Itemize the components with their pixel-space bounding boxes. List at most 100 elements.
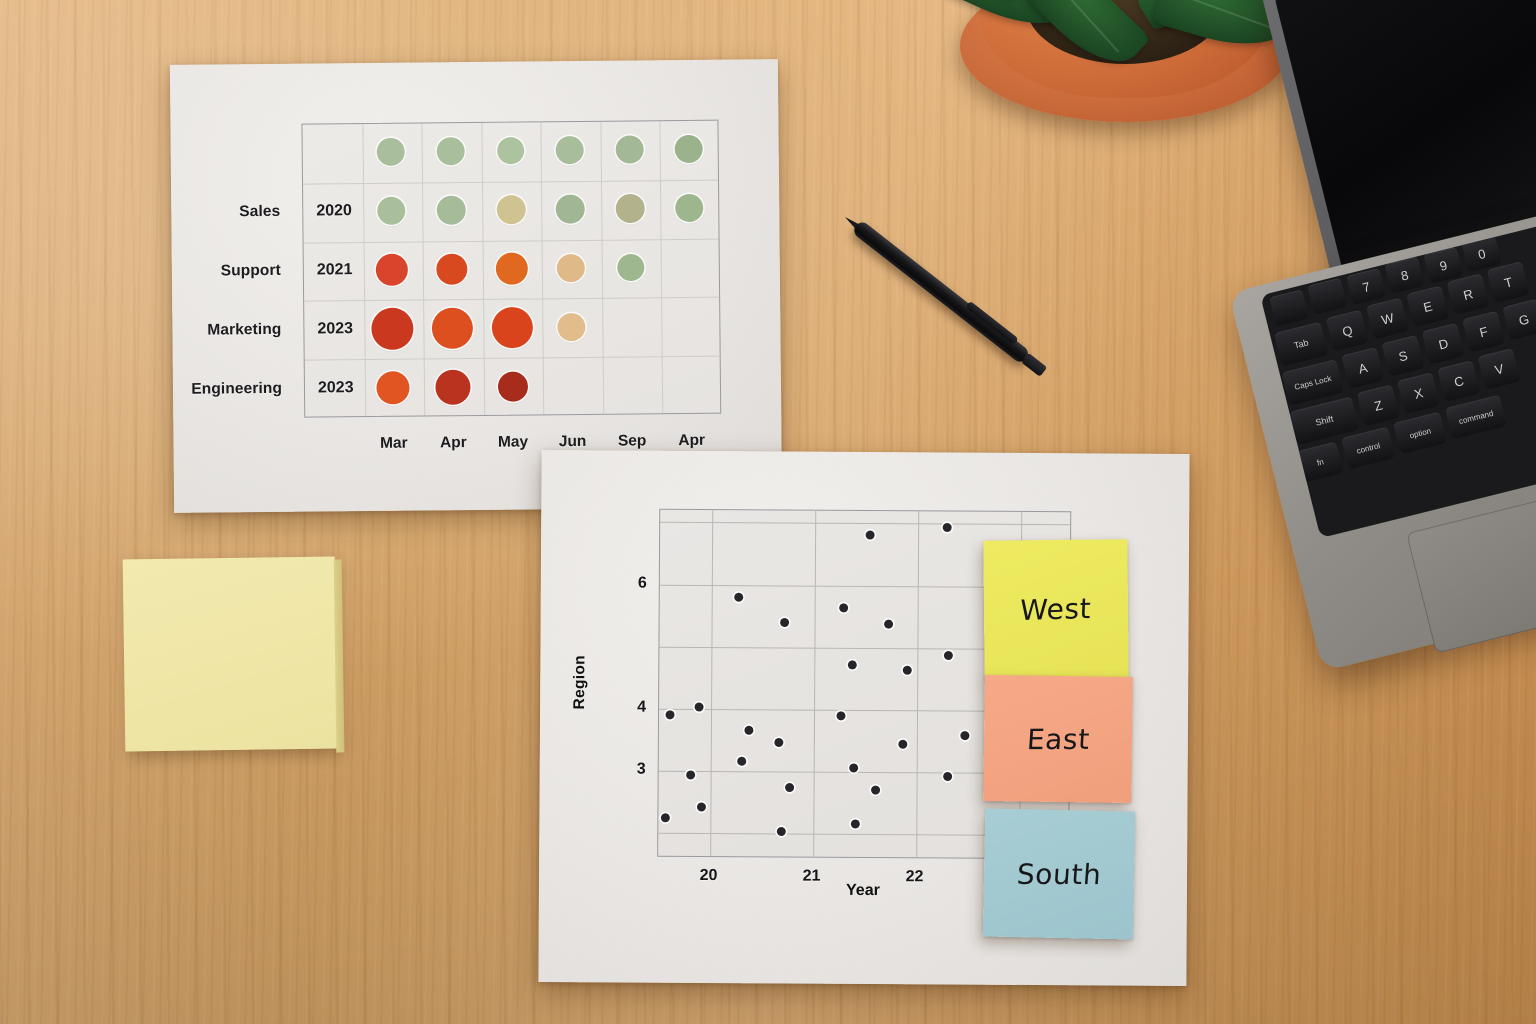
scatter-gridline-vertical: [915, 511, 919, 858]
scatter-gridline-horizontal: [660, 522, 1071, 526]
y-axis-tick-label: 3: [636, 760, 646, 778]
potted-plant: [930, 0, 1330, 234]
key-t[interactable]: T: [1486, 261, 1530, 303]
bubble-marker: [491, 306, 533, 349]
scatter-point: [773, 737, 783, 748]
bubble-row-label: Sales: [239, 203, 281, 221]
key-tab[interactable]: Tab: [1273, 321, 1329, 367]
scatter-point: [850, 819, 860, 829]
bubble-row-year: 2020: [316, 202, 352, 220]
scatter-gridline-vertical: [812, 510, 816, 857]
bubble-row-year: 2021: [316, 261, 353, 279]
scatter-gridline-vertical: [709, 510, 713, 857]
x-axis-tick-label: 21: [802, 867, 821, 885]
bubble-marker: [496, 137, 524, 165]
bubble-marker: [556, 253, 586, 283]
scatter-point: [883, 619, 893, 630]
scatter-point: [697, 802, 707, 812]
blank-sticky-note-pad[interactable]: [122, 556, 338, 752]
bubble-marker: [495, 252, 528, 285]
key-w[interactable]: W: [1365, 297, 1410, 340]
scatter-point: [903, 666, 913, 676]
key-8[interactable]: 8: [1384, 256, 1425, 294]
key-f[interactable]: F: [1461, 310, 1506, 353]
key-7[interactable]: 7: [1346, 267, 1387, 306]
bubble-row-year: 2023: [317, 319, 354, 338]
bubble-marker: [555, 194, 585, 224]
bubble-matrix-chart-paper[interactable]: Sales Support Marketing Engineering 2020 2021…: [169, 59, 783, 513]
bubble-row-label: Marketing: [207, 320, 282, 339]
bubble-marker: [436, 195, 466, 226]
y-axis-tick-label: 6: [637, 574, 647, 592]
key-control[interactable]: control: [1341, 426, 1396, 470]
sticky-note-west[interactable]: West: [983, 539, 1129, 679]
bubble-marker: [377, 196, 406, 226]
key-g[interactable]: G: [1502, 298, 1536, 341]
scatter-point: [960, 731, 970, 741]
scatter-point: [737, 756, 747, 766]
key-6[interactable]: [1307, 277, 1348, 315]
key-caps-lock[interactable]: Caps Lock: [1281, 359, 1345, 406]
key-e[interactable]: E: [1406, 285, 1450, 328]
scatter-point: [665, 710, 675, 720]
bubble-marker: [497, 371, 528, 402]
bubble-column-label: Apr: [439, 434, 467, 452]
sticky-note-south-label: South: [1015, 857, 1103, 891]
key-z[interactable]: Z: [1356, 384, 1400, 427]
scatter-point: [744, 725, 754, 735]
bubble-marker: [616, 253, 645, 282]
bubble-matrix-chart: Sales Support Marketing Engineering 2020 2021…: [170, 59, 782, 513]
sticky-note-south[interactable]: South: [982, 808, 1136, 940]
key-r[interactable]: R: [1446, 273, 1490, 316]
scatter-point: [847, 660, 857, 670]
bubble-marker: [555, 136, 584, 165]
key-s[interactable]: S: [1381, 334, 1425, 377]
bubble-row-year: 2023: [317, 378, 354, 397]
sticky-note-east[interactable]: East: [983, 674, 1133, 804]
scatter-point: [836, 711, 846, 721]
key-option[interactable]: option: [1393, 411, 1448, 455]
bubble-column-label: Mar: [379, 434, 408, 452]
key-command[interactable]: command: [1444, 394, 1508, 440]
key-backtick[interactable]: [1268, 289, 1310, 327]
scatter-point: [848, 763, 858, 773]
scatter-point: [898, 739, 908, 749]
bubble-marker: [376, 138, 406, 167]
bubble-gridline-vertical: [540, 122, 545, 415]
key-c[interactable]: C: [1437, 360, 1481, 402]
bubble-column-label: May: [497, 433, 529, 451]
bubble-gridline-horizontal: [304, 297, 720, 303]
scatter-point: [839, 603, 849, 613]
bubble-marker: [436, 253, 468, 285]
key-d[interactable]: D: [1421, 322, 1465, 365]
bubble-row-label: Engineering: [191, 379, 283, 398]
key-x[interactable]: X: [1396, 372, 1441, 414]
scatter-point: [734, 592, 744, 602]
bubble-gridline-vertical: [481, 122, 485, 415]
key-a[interactable]: A: [1341, 347, 1385, 389]
bubble-column-label: Sep: [617, 432, 647, 450]
bubble-gridline-horizontal: [303, 238, 719, 244]
key-v[interactable]: V: [1477, 348, 1521, 390]
y-axis-tick-label: 4: [637, 698, 647, 716]
bubble-row-label: Support: [220, 261, 281, 280]
bubble-marker: [557, 312, 586, 342]
sticky-note-west-label: West: [1019, 591, 1093, 627]
scatter-point: [661, 813, 671, 823]
scatter-point: [694, 702, 704, 712]
bubble-marker: [615, 135, 644, 165]
y-axis-title: Region: [571, 655, 589, 710]
scatter-point: [865, 530, 875, 540]
bubble-marker: [376, 370, 410, 405]
scatter-point: [779, 618, 789, 628]
bubble-marker: [615, 194, 645, 224]
bubble-column-label: Apr: [678, 431, 706, 450]
bubble-gridline-vertical: [659, 121, 664, 414]
sticky-note-east-label: East: [1025, 722, 1091, 756]
bubble-marker: [436, 137, 465, 166]
scatter-point: [686, 770, 696, 780]
bubble-marker: [496, 195, 526, 225]
x-axis-tick-label: 20: [699, 866, 718, 885]
key-q[interactable]: Q: [1325, 309, 1369, 352]
bubble-marker: [674, 135, 704, 164]
